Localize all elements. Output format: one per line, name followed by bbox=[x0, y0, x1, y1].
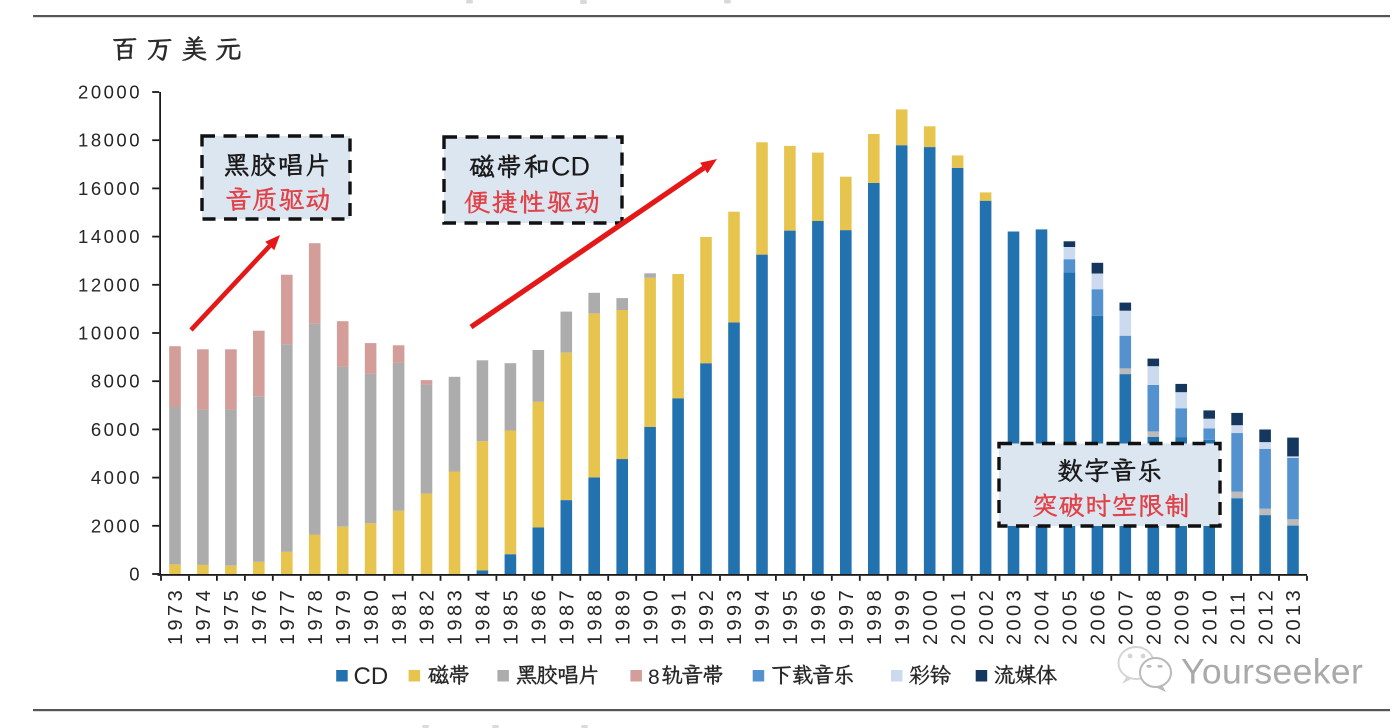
svg-text:1996: 1996 bbox=[808, 587, 830, 645]
svg-text:2000: 2000 bbox=[91, 515, 142, 536]
svg-text:2004: 2004 bbox=[1032, 587, 1054, 645]
svg-text:1998: 1998 bbox=[864, 587, 886, 645]
svg-text:8000: 8000 bbox=[91, 371, 142, 392]
svg-text:1977: 1977 bbox=[277, 587, 299, 645]
svg-text:0: 0 bbox=[129, 564, 142, 585]
svg-text:4000: 4000 bbox=[91, 467, 142, 488]
svg-text:1994: 1994 bbox=[752, 587, 774, 645]
svg-text:Yourseeker: Yourseeker bbox=[1181, 652, 1363, 692]
svg-text:1982: 1982 bbox=[417, 587, 439, 645]
svg-text:1997: 1997 bbox=[836, 587, 858, 645]
svg-text:1986: 1986 bbox=[529, 587, 551, 645]
svg-text:14000: 14000 bbox=[78, 226, 142, 247]
svg-text:12000: 12000 bbox=[78, 274, 142, 295]
svg-text:1980: 1980 bbox=[361, 587, 383, 645]
svg-text:2009: 2009 bbox=[1171, 587, 1193, 645]
svg-text:2006: 2006 bbox=[1088, 587, 1110, 645]
svg-text:2013: 2013 bbox=[1283, 587, 1305, 645]
svg-text:2008: 2008 bbox=[1144, 587, 1166, 645]
svg-text:2001: 2001 bbox=[948, 587, 970, 645]
svg-text:2007: 2007 bbox=[1116, 587, 1138, 645]
svg-text:1988: 1988 bbox=[584, 587, 606, 645]
svg-text:1992: 1992 bbox=[696, 587, 718, 645]
svg-text:1995: 1995 bbox=[780, 587, 802, 645]
svg-text:2000: 2000 bbox=[920, 587, 942, 645]
svg-text:1991: 1991 bbox=[668, 587, 690, 645]
svg-text:1975: 1975 bbox=[221, 587, 243, 645]
svg-text:2005: 2005 bbox=[1060, 587, 1082, 645]
svg-text:1973: 1973 bbox=[165, 587, 187, 645]
svg-text:1993: 1993 bbox=[724, 587, 746, 645]
svg-text:CD: CD bbox=[354, 663, 389, 690]
svg-text:1985: 1985 bbox=[501, 587, 523, 645]
svg-text:1981: 1981 bbox=[389, 587, 411, 645]
svg-text:1976: 1976 bbox=[249, 587, 271, 645]
svg-text:1979: 1979 bbox=[333, 587, 355, 645]
svg-text:6000: 6000 bbox=[91, 419, 142, 440]
svg-text:1989: 1989 bbox=[612, 587, 634, 645]
svg-text:8: 8 bbox=[648, 666, 660, 689]
svg-text:1999: 1999 bbox=[892, 587, 914, 645]
svg-text:2011: 2011 bbox=[1227, 588, 1249, 645]
svg-text:16000: 16000 bbox=[78, 178, 142, 199]
svg-text:10000: 10000 bbox=[78, 323, 142, 344]
svg-text:1987: 1987 bbox=[557, 587, 579, 645]
svg-text:18000: 18000 bbox=[78, 130, 142, 151]
svg-text:1978: 1978 bbox=[305, 587, 327, 645]
svg-text:1983: 1983 bbox=[445, 587, 467, 645]
svg-text:CD: CD bbox=[551, 152, 590, 182]
svg-text:2010: 2010 bbox=[1199, 587, 1221, 645]
svg-text:1974: 1974 bbox=[193, 587, 215, 645]
svg-text:2002: 2002 bbox=[976, 587, 998, 645]
svg-text:2012: 2012 bbox=[1255, 587, 1277, 645]
svg-text:20000: 20000 bbox=[78, 82, 142, 103]
svg-text:1984: 1984 bbox=[473, 587, 495, 645]
svg-text:1990: 1990 bbox=[640, 587, 662, 645]
svg-text:2003: 2003 bbox=[1004, 587, 1026, 645]
